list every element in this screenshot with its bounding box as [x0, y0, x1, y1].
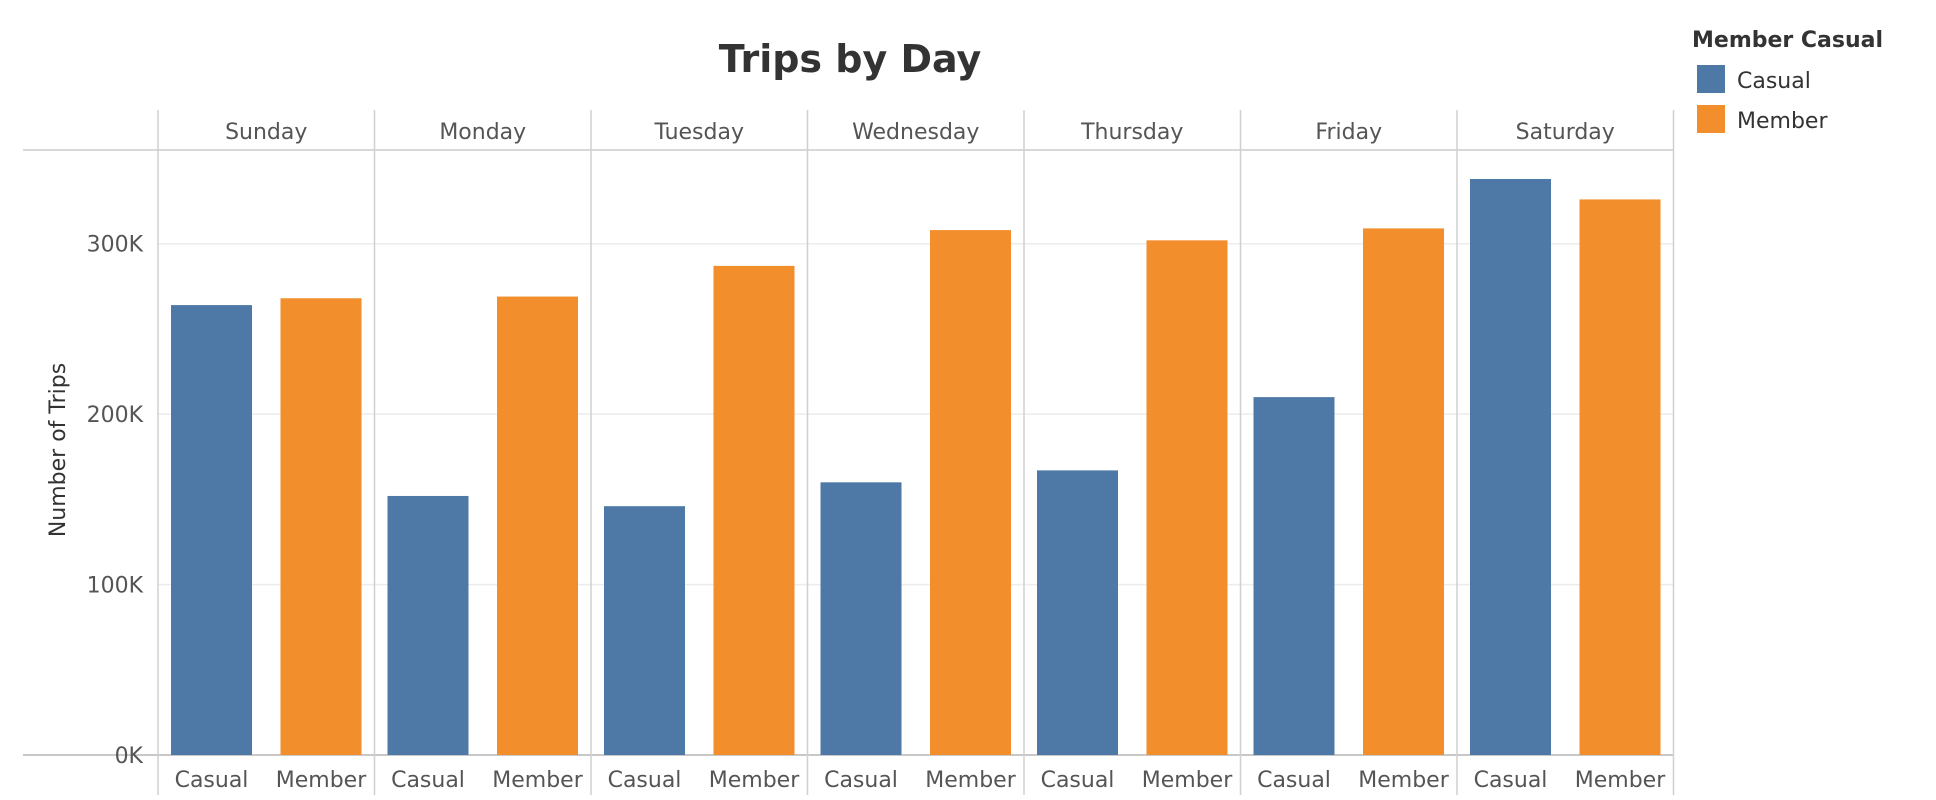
bar-sunday-casual	[171, 305, 252, 755]
x-label-saturday-member: Member	[1575, 768, 1666, 793]
x-label-thursday-casual: Casual	[1041, 768, 1115, 793]
bar-saturday-member	[1579, 199, 1661, 755]
legend-label-casual: Casual	[1737, 69, 1811, 94]
y-axis-ticks: 0K 100K 200K 300K	[87, 233, 144, 769]
legend-swatch-casual	[1697, 65, 1725, 93]
x-label-monday-member: Member	[492, 768, 583, 793]
legend: Member Casual Casual Member	[1692, 28, 1883, 134]
bars	[171, 178, 1661, 756]
x-label-wednesday-member: Member	[925, 768, 1016, 793]
bar-sunday-member	[280, 298, 362, 755]
day-header-tuesday: Tuesday	[653, 120, 744, 145]
bar-tuesday-casual	[604, 506, 685, 755]
y-tick-label: 100K	[87, 574, 144, 599]
y-tick-label: 0K	[115, 744, 144, 769]
day-header-friday: Friday	[1315, 120, 1382, 145]
bar-thursday-casual	[1037, 470, 1118, 755]
bar-monday-member	[497, 296, 578, 755]
x-label-wednesday-casual: Casual	[824, 768, 898, 793]
bar-tuesday-member	[713, 265, 795, 755]
legend-title: Member Casual	[1692, 28, 1883, 53]
legend-label-member: Member	[1737, 109, 1828, 134]
bar-monday-casual	[387, 495, 469, 755]
legend-swatch-member	[1697, 105, 1725, 133]
x-label-friday-casual: Casual	[1257, 768, 1331, 793]
x-label-sunday-member: Member	[276, 768, 367, 793]
chart-title: Trips by Day	[719, 37, 982, 81]
x-label-sunday-casual: Casual	[175, 768, 249, 793]
x-label-tuesday-casual: Casual	[608, 768, 682, 793]
bar-wednesday-member	[930, 230, 1011, 756]
gridlines	[158, 242, 1674, 586]
x-label-monday-casual: Casual	[391, 768, 465, 793]
x-label-thursday-member: Member	[1142, 768, 1233, 793]
x-axis-labels: Casual Member Casual Member Casual Member Casu…	[175, 768, 1667, 793]
bar-friday-member	[1363, 228, 1444, 756]
y-tick-label: 200K	[87, 403, 144, 428]
day-header-thursday: Thursday	[1080, 120, 1183, 145]
day-headers: Sunday Monday Tuesday Wednesday Thursday Frid…	[225, 120, 1615, 145]
day-header-wednesday: Wednesday	[852, 120, 979, 145]
day-header-monday: Monday	[439, 120, 526, 145]
bar-friday-casual	[1253, 397, 1335, 755]
x-label-saturday-casual: Casual	[1474, 768, 1548, 793]
x-label-tuesday-member: Member	[709, 768, 800, 793]
y-tick-label: 300K	[87, 233, 144, 258]
day-header-saturday: Saturday	[1516, 120, 1615, 145]
day-header-sunday: Sunday	[225, 120, 307, 145]
bar-thursday-member	[1146, 240, 1228, 755]
bar-wednesday-casual	[820, 482, 902, 755]
x-label-friday-member: Member	[1358, 768, 1449, 793]
y-axis-label: Number of Trips	[46, 363, 71, 537]
bar-saturday-casual	[1470, 178, 1551, 756]
